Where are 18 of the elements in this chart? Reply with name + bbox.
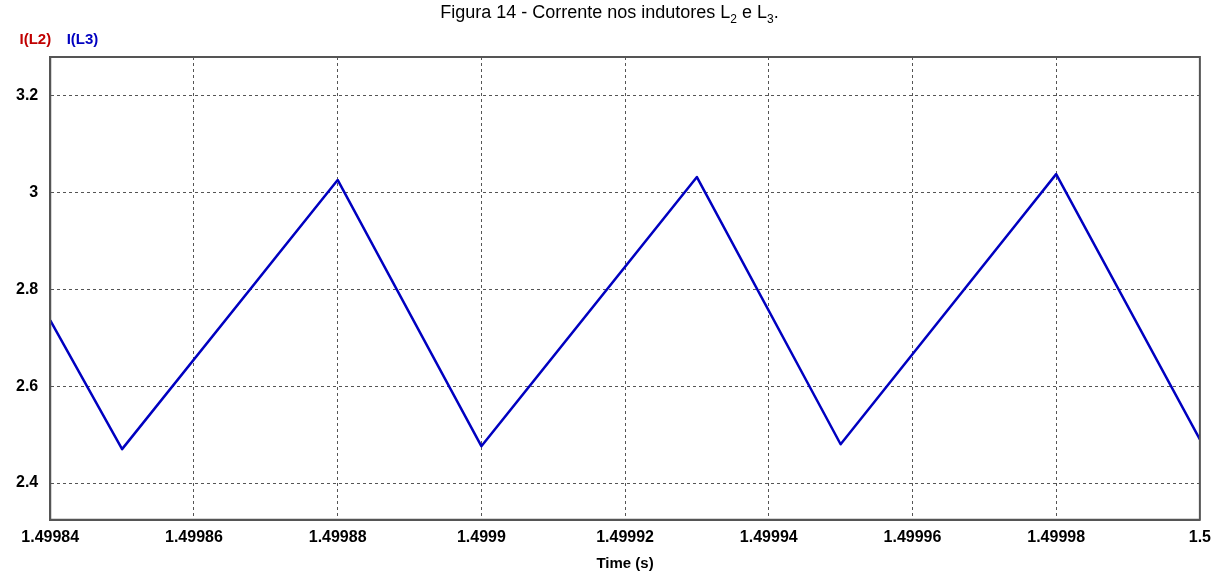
- x-tick-label: 1.49998: [1027, 527, 1086, 545]
- x-axis-title: Time (s): [596, 554, 654, 572]
- y-tick-label: 2.6: [15, 376, 39, 394]
- x-tick-label: 1.4999: [456, 527, 506, 545]
- chart-title: Figura 14 - Corrente nos indutores L$_{2}$ e L$_{3}$.: [439, 1, 780, 26]
- y-tick-label: 3.2: [15, 86, 39, 104]
- x-tick-label: 1.49992: [596, 527, 655, 545]
- y-tick-label: 3: [29, 182, 39, 200]
- x-tick-label: 1.49984: [21, 527, 80, 545]
- x-tick-label: 1.49986: [165, 527, 223, 545]
- y-tick-label: 2.4: [15, 473, 39, 491]
- y-tick-label: 2.8: [15, 279, 39, 297]
- legend-label: I(L2): [19, 29, 52, 47]
- x-tick-label: 1.49996: [883, 527, 942, 545]
- x-tick-label: 1.49988: [308, 527, 367, 545]
- x-tick-label: 1.49994: [739, 527, 798, 545]
- x-tick-label: 1.5: [1188, 527, 1212, 545]
- text: I(L3): [66, 29, 99, 47]
